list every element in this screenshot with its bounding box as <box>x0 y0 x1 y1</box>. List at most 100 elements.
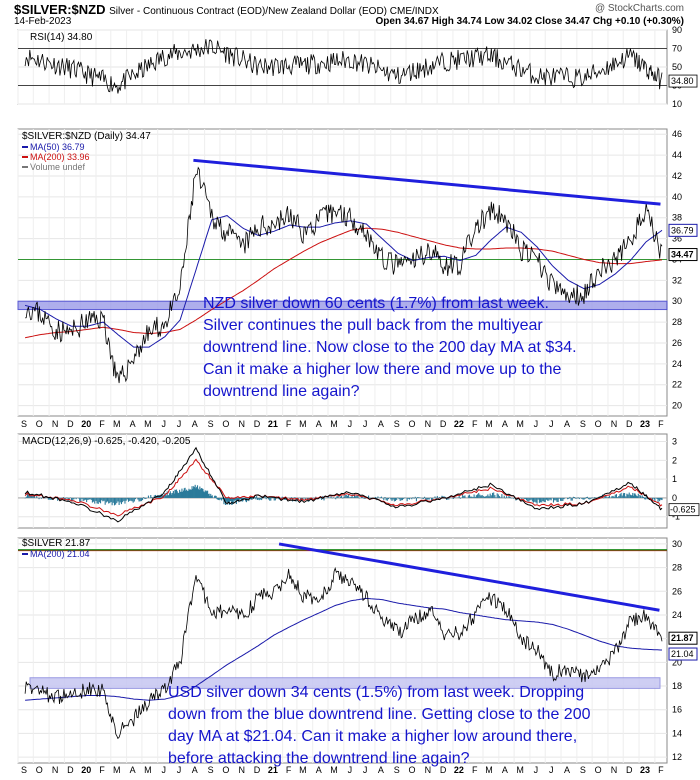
rsi-line <box>24 39 663 94</box>
usd-x-tick-label: D <box>440 765 447 775</box>
nzd-x-tick-label: S <box>580 419 586 429</box>
nzd-x-tick-label: J <box>363 419 368 429</box>
usd-x-tick-label: 23 <box>640 765 650 775</box>
usd-x-tick-label: N <box>425 765 432 775</box>
nzd-x-tick-label: A <box>502 419 508 429</box>
brand-watermark: @ StockCharts.com <box>594 3 684 14</box>
nzd-x-tick-label: S <box>208 419 214 429</box>
usd-price-line <box>24 567 663 740</box>
usd-x-tick-label: A <box>130 765 136 775</box>
usd-x-tick-label: J <box>363 765 368 775</box>
ticker-description: Silver - Continuous Contract (EOD)/New Z… <box>109 6 439 17</box>
nzd-x-tick-label: F <box>286 419 292 429</box>
macd-y-tick-label: 3 <box>672 437 677 447</box>
rsi-last-value-box <box>668 74 698 88</box>
usd-x-tick-label: A <box>316 765 322 775</box>
usd-y-tick-label: 26 <box>672 586 682 596</box>
nzd-x-tick-label: D <box>254 419 261 429</box>
rsi-y-tick-label: 90 <box>672 25 682 35</box>
nzd-support-band <box>17 300 668 311</box>
macd-last-value-box <box>668 503 700 517</box>
rsi-label: RSI(14) 34.80 <box>30 32 93 43</box>
usd-y-tick-label: 12 <box>672 752 682 762</box>
nzd-annotation: NZD silver down 60 cents (1.7%) from las… <box>203 293 577 403</box>
macd-y-tick-label: 2 <box>672 455 677 465</box>
usd-x-tick-label: F <box>658 765 664 775</box>
usd-x-tick-label: D <box>254 765 261 775</box>
rsi-y-tick-label: 10 <box>672 99 682 109</box>
usd-x-tick-label: 21 <box>268 765 278 775</box>
annotation-line: before attacking the downtrend line agai… <box>168 750 470 767</box>
nzd-y-tick-label: 44 <box>672 150 682 160</box>
usd-x-tick-label: O <box>36 765 43 775</box>
nzd-x-tick-label: 22 <box>454 419 464 429</box>
usd-legend-item: MA(200) 21.04 <box>30 549 90 559</box>
usd-x-tick-label: M <box>299 765 307 775</box>
nzd-x-tick-label: 23 <box>640 419 650 429</box>
usd-x-tick-label: A <box>564 765 570 775</box>
nzd-y-tick-label: 24 <box>672 359 682 369</box>
macd-label: MACD(12,26,9) -0.625, -0.420, -0.205 <box>22 436 191 447</box>
usd-x-tick-label: F <box>472 765 478 775</box>
nzd-x-tick-label: J <box>348 419 353 429</box>
annotation-line: Can it make a higher low there and move … <box>203 361 562 378</box>
nzd-x-tick-label: M <box>113 419 121 429</box>
nzd-x-tick-label: O <box>222 419 229 429</box>
nzd-x-tick-label: A <box>378 419 384 429</box>
usd-x-tick-label: D <box>67 765 74 775</box>
nzd-y-tick-label: 28 <box>672 317 682 327</box>
nzd-x-tick-label: S <box>394 419 400 429</box>
annotation-line: downtrend line again? <box>203 383 360 400</box>
nzd-y-tick-label: 46 <box>672 129 682 139</box>
usd-x-tick-label: F <box>286 765 292 775</box>
nzd-x-tick-label: 20 <box>81 419 91 429</box>
annotation-line: NZD silver down 60 cents (1.7%) from las… <box>203 295 549 312</box>
usd-x-tick-label: M <box>516 765 524 775</box>
nzd-y-tick-label: 22 <box>672 380 682 390</box>
usd-x-tick-label: S <box>208 765 214 775</box>
usd-price-tag-box <box>668 647 698 661</box>
usd-y-tick-label: 14 <box>672 728 682 738</box>
nzd-downtrend-line <box>193 158 661 206</box>
usd-x-tick-label: O <box>409 765 416 775</box>
nzd-y-tick-label: 36 <box>672 234 682 244</box>
usd-x-tick-label: M <box>144 765 152 775</box>
nzd-x-tick-label: 21 <box>268 419 278 429</box>
nzd-x-tick-label: N <box>611 419 618 429</box>
usd-x-tick-label: A <box>502 765 508 775</box>
nzd-x-tick-label: A <box>192 419 198 429</box>
nzd-x-tick-label: O <box>595 419 602 429</box>
usd-price-tag: 21.87 <box>671 633 694 643</box>
nzd-x-tick-label: F <box>99 419 105 429</box>
nzd-y-tick-label: 32 <box>672 275 682 285</box>
macd-y-tick-label: -1 <box>672 512 680 522</box>
nzd-x-tick-label: M <box>330 419 338 429</box>
rsi-last-value: 34.80 <box>671 76 694 86</box>
usd-price-tag-box <box>668 631 698 645</box>
annotation-line: day MA at $21.04. Can it make a higher l… <box>168 728 578 745</box>
usd-y-tick-label: 16 <box>672 705 682 715</box>
nzd-x-tick-label: A <box>130 419 136 429</box>
rsi-y-tick-label: 70 <box>672 44 682 54</box>
nzd-x-tick-label: A <box>316 419 322 429</box>
nzd-x-tick-label: N <box>238 419 245 429</box>
nzd-legend-item: Volume undef <box>30 162 86 172</box>
usd-x-tick-label: 20 <box>81 765 91 775</box>
usd-x-tick-label: N <box>238 765 245 775</box>
nzd-x-tick-label: M <box>144 419 152 429</box>
usd-ma200-line <box>25 597 662 701</box>
ticker-symbol: $SILVER:$NZD <box>14 2 106 17</box>
macd-y-tick-label: 0 <box>672 493 677 503</box>
usd-x-tick-label: M <box>330 765 338 775</box>
nzd-ma200-line <box>25 227 663 339</box>
nzd-x-tick-label: M <box>485 419 493 429</box>
annotation-line: downtrend line. Now close to the 200 day… <box>203 339 577 356</box>
nzd-price-tag-box <box>668 248 698 262</box>
nzd-x-tick-label: F <box>472 419 478 429</box>
usd-y-tick-label: 28 <box>672 563 682 573</box>
macd-y-tick-label: 1 <box>672 474 677 484</box>
nzd-x-tick-label: J <box>549 419 554 429</box>
usd-x-tick-label: J <box>549 765 554 775</box>
macd-line <box>24 446 663 523</box>
